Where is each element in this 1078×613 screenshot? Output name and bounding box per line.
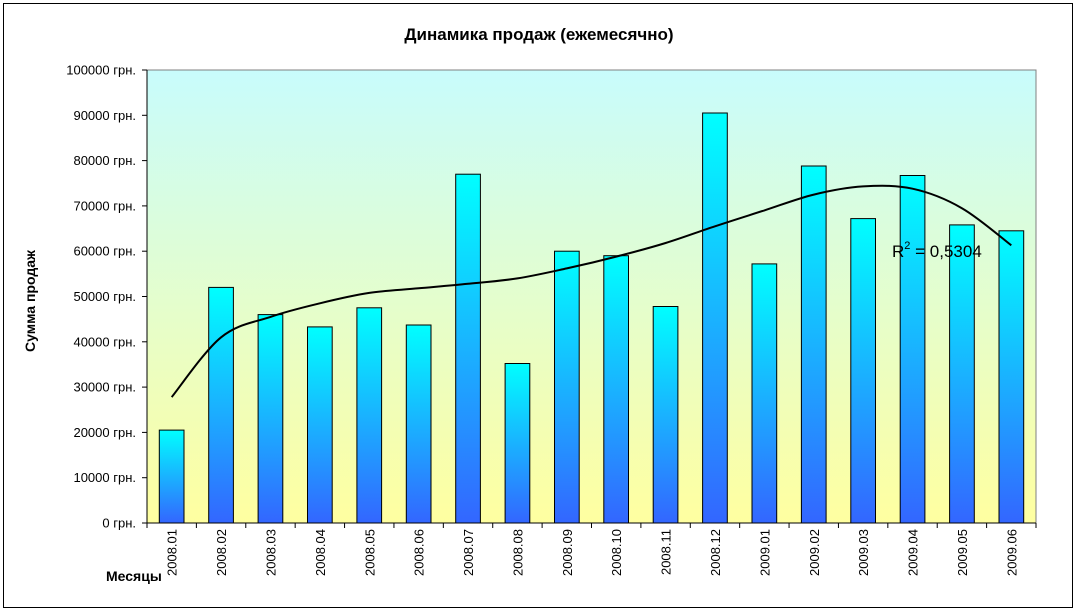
bar-2008.01 (158, 429, 185, 524)
x-tick-label: 2008.01 (165, 529, 180, 576)
bar-2008.09 (554, 250, 580, 524)
y-tick-label: 10000 грн. (73, 470, 136, 485)
x-tick-label: 2009.01 (757, 529, 772, 576)
x-tick-label: 2008.03 (264, 529, 279, 576)
trendline-r2-label: R2 = 0,5304 (892, 240, 982, 261)
y-tick-label: 80000 грн. (73, 153, 136, 168)
trendline (170, 184, 1012, 398)
y-tick-label: 60000 грн. (73, 244, 136, 259)
y-tick-label: 100000 грн. (66, 63, 136, 78)
bar-2008.12 (702, 112, 728, 524)
plot-area (146, 69, 1037, 524)
y-tick-label: 0 грн. (102, 516, 136, 531)
x-axis-title: Месяцы (106, 568, 162, 584)
x-tick-label: 2008.06 (412, 529, 427, 576)
bar-2009.02 (800, 165, 827, 524)
x-tick-label: 2008.02 (214, 529, 229, 576)
y-tick-label: 90000 грн. (73, 108, 136, 123)
y-tick-label: 40000 грн. (73, 334, 136, 349)
bar-2009.01 (751, 263, 778, 524)
sales-chart: Динамика продаж (ежемесячно) 0 грн. 10000… (22, 25, 1037, 584)
bar-2009.04 (899, 175, 926, 524)
y-tick-labels: 0 грн. 10000 грн. 20000 грн. 30000 грн. 4000… (66, 63, 136, 531)
bar-2008.02 (208, 286, 234, 524)
bar-2009.05 (949, 224, 975, 524)
y-tick-label: 20000 грн. (73, 425, 136, 440)
x-tick-labels: 2008.01 2008.02 2008.03 2008.04 2008.05 2008.… (165, 529, 1020, 576)
x-tick-label: 2008.08 (510, 529, 525, 576)
x-tick-label: 2008.11 (659, 529, 674, 575)
x-tick-label: 2009.04 (906, 529, 921, 576)
bar-2008.08 (504, 363, 531, 524)
bars-group (158, 112, 1025, 524)
bar-2008.05 (356, 307, 383, 524)
x-tick-label: 2008.10 (609, 529, 624, 576)
y-tick-label: 50000 грн. (73, 289, 136, 304)
y-tick-label: 30000 грн. (73, 380, 136, 395)
x-tick-label: 2008.12 (708, 529, 723, 576)
y-axis-title: Сумма продаж (22, 249, 38, 352)
chart-frame: Динамика продаж (ежемесячно) 0 грн. 10000… (3, 3, 1073, 608)
bar-2009.06 (998, 230, 1025, 524)
x-tick-label: 2008.07 (461, 529, 476, 576)
x-tick-label: 2008.05 (362, 529, 377, 576)
bar-2008.03 (257, 314, 284, 524)
x-tick-label: 2009.05 (955, 529, 970, 576)
bar-2008.04 (307, 326, 333, 524)
bar-2008.06 (405, 324, 432, 524)
bar-2008.10 (603, 255, 629, 524)
bar-2009.03 (850, 218, 876, 524)
bar-2008.11 (652, 306, 679, 524)
y-tick-label: 70000 грн. (73, 198, 136, 213)
x-tick-label: 2009.02 (807, 529, 822, 576)
x-tick-label: 2008.04 (313, 529, 328, 576)
chart-title: Динамика продаж (ежемесячно) (404, 25, 673, 44)
axes-group (142, 69, 1037, 528)
bar-2008.07 (455, 173, 481, 524)
x-tick-label: 2008.09 (560, 529, 575, 576)
x-tick-label: 2009.03 (856, 529, 871, 576)
x-tick-label: 2009.06 (1004, 529, 1019, 576)
